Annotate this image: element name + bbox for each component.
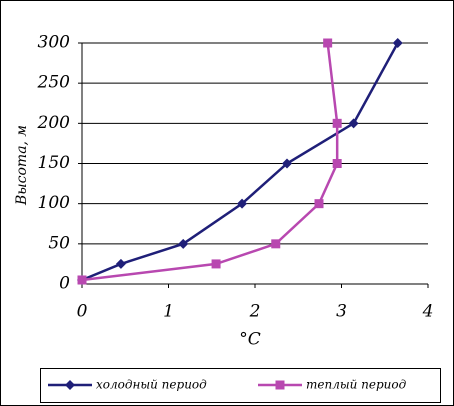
legend-label: теплый период [306, 378, 407, 392]
y-tick-label: 100 [38, 193, 71, 213]
marker [65, 380, 75, 390]
x-tick-label: 0 [77, 302, 88, 322]
x-axis-label: °C [239, 330, 261, 350]
y-axis-label: Высота, м [14, 125, 30, 206]
x-tick-label: 3 [336, 302, 347, 322]
x-tick-label: 2 [249, 302, 261, 322]
marker [332, 118, 342, 128]
marker [77, 275, 87, 285]
marker [348, 118, 359, 129]
y-tick-label: 50 [48, 233, 70, 253]
y-tick-label: 300 [38, 33, 71, 53]
marker [314, 199, 324, 209]
marker [178, 238, 189, 249]
marker [282, 158, 293, 169]
y-tick-label: 200 [37, 113, 71, 133]
legend-box [40, 368, 441, 403]
y-tick-label: 250 [37, 73, 71, 93]
marker [323, 38, 333, 48]
marker [332, 159, 342, 168]
y-tick-label: 0 [59, 274, 70, 294]
x-tick-label: 4 [422, 302, 434, 322]
marker [275, 380, 285, 390]
marker [115, 258, 126, 269]
marker [392, 38, 403, 48]
marker [211, 259, 221, 269]
legend-label: холодный период [96, 378, 207, 392]
marker [271, 239, 281, 249]
marker [237, 198, 248, 209]
y-tick-label: 150 [38, 153, 71, 173]
x-tick-label: 1 [163, 302, 174, 322]
